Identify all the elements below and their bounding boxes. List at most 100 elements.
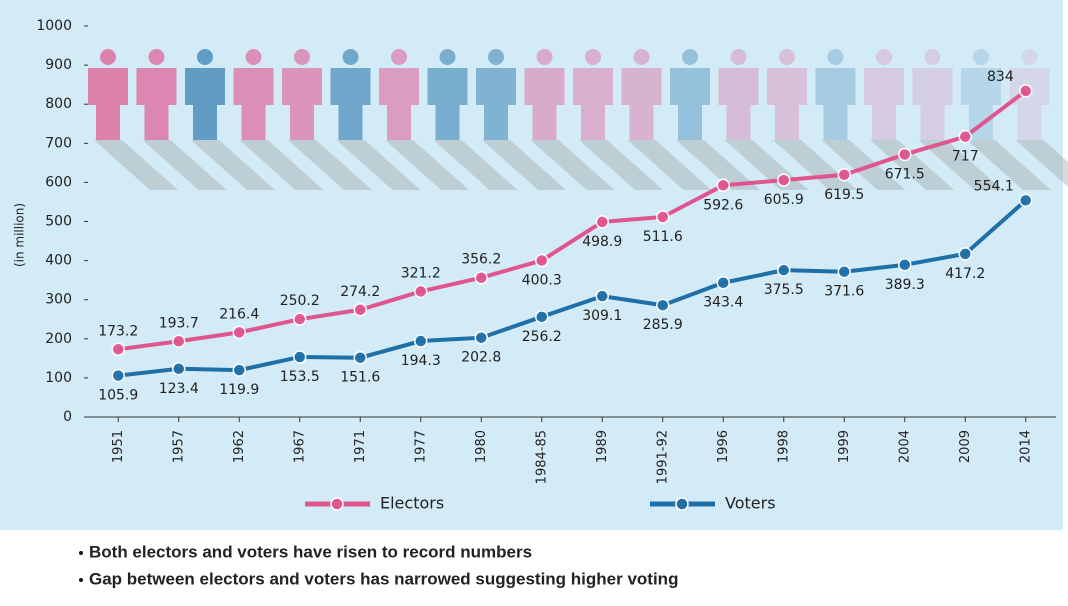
legend-marker bbox=[330, 497, 344, 511]
figure-body bbox=[476, 68, 516, 140]
series-line bbox=[117, 89, 1027, 352]
figure-shadow bbox=[821, 140, 906, 190]
y-tick-label: 300 bbox=[45, 292, 72, 308]
figure-shadow bbox=[482, 140, 566, 190]
figure-head bbox=[100, 49, 116, 65]
data-label: 285.9 bbox=[643, 317, 683, 333]
x-tick-label: 2004 bbox=[897, 430, 912, 463]
y-tick-label: 800 bbox=[45, 96, 72, 112]
marker bbox=[111, 368, 125, 383]
data-label: 194.3 bbox=[401, 353, 441, 369]
marker bbox=[958, 129, 972, 144]
figure-head bbox=[876, 49, 892, 65]
legend-marker bbox=[675, 497, 689, 511]
figure-body bbox=[767, 68, 807, 140]
marker bbox=[414, 334, 428, 348]
y-axis-label: (in million) bbox=[13, 203, 27, 267]
data-label: 123.4 bbox=[159, 381, 199, 397]
x-tick-label: 2014 bbox=[1018, 430, 1033, 463]
note: Both electors and voters have risen to r… bbox=[89, 542, 532, 561]
data-label: 309.1 bbox=[582, 308, 622, 324]
figure-shadow bbox=[433, 140, 518, 190]
data-label: 202.8 bbox=[461, 350, 501, 366]
marker bbox=[474, 330, 488, 345]
x-tick-label: 1977 bbox=[413, 430, 428, 463]
figure-body bbox=[1009, 68, 1050, 140]
data-label: 256.2 bbox=[522, 329, 562, 345]
figure-head bbox=[682, 49, 698, 65]
figure-shadow bbox=[676, 140, 760, 190]
marker bbox=[232, 325, 246, 340]
data-label: 605.9 bbox=[764, 192, 804, 208]
x-tick-label: 1962 bbox=[232, 430, 247, 463]
marker bbox=[777, 173, 791, 187]
figure-shadow bbox=[967, 140, 1051, 190]
x-tick-label: 1996 bbox=[716, 430, 731, 463]
data-label: 592.6 bbox=[703, 197, 743, 213]
data-label: 119.9 bbox=[219, 382, 259, 398]
figure-head bbox=[342, 49, 359, 65]
figure-body bbox=[573, 68, 613, 140]
data-label: 375.5 bbox=[764, 282, 804, 298]
figure-shadow bbox=[579, 140, 663, 190]
figure-body bbox=[185, 68, 225, 140]
x-tick-label: 1967 bbox=[292, 430, 307, 463]
data-label: 250.2 bbox=[280, 293, 320, 309]
legend-label: Electors bbox=[380, 494, 444, 513]
figure-body bbox=[961, 68, 1001, 140]
data-label: 619.5 bbox=[824, 187, 864, 203]
y-tick-label: 0 bbox=[63, 409, 72, 425]
figure-shadow bbox=[530, 140, 615, 190]
figure-head bbox=[1021, 49, 1038, 65]
figure-head bbox=[633, 49, 650, 65]
marker bbox=[353, 303, 367, 317]
figure-body bbox=[379, 68, 419, 140]
data-label: 554.1 bbox=[974, 178, 1014, 194]
data-label: 216.4 bbox=[219, 306, 259, 322]
figure-shadow bbox=[94, 140, 178, 190]
figure-shadow bbox=[191, 140, 275, 190]
marker bbox=[474, 270, 488, 285]
figure-body bbox=[864, 68, 904, 140]
data-label: 274.2 bbox=[340, 284, 380, 300]
marker bbox=[293, 312, 307, 326]
x-tick-label: 2009 bbox=[958, 430, 973, 463]
figure-head bbox=[439, 49, 456, 65]
figure-head bbox=[730, 49, 747, 65]
figure-head bbox=[827, 49, 844, 65]
data-label: 389.3 bbox=[885, 277, 925, 293]
marker bbox=[595, 215, 609, 229]
figure-body bbox=[524, 68, 565, 140]
marker bbox=[535, 253, 549, 268]
figure-head bbox=[294, 49, 310, 65]
figure-shadow bbox=[239, 140, 324, 190]
figure-head bbox=[391, 49, 407, 65]
x-tick-label: 1998 bbox=[776, 430, 791, 463]
edge bbox=[1063, 0, 1068, 606]
data-label: 371.6 bbox=[824, 284, 864, 300]
figure-shadow bbox=[627, 140, 712, 190]
marker bbox=[111, 342, 125, 357]
figure-body bbox=[427, 68, 468, 140]
figure-head bbox=[488, 49, 504, 65]
figure-head bbox=[924, 49, 941, 65]
data-label: 717 bbox=[952, 149, 979, 165]
data-label: 400.3 bbox=[522, 272, 562, 288]
figure-head bbox=[779, 49, 795, 65]
marker bbox=[595, 289, 609, 303]
figure-body bbox=[88, 68, 128, 140]
figure-body bbox=[136, 68, 177, 140]
figure-body bbox=[670, 68, 710, 140]
marker bbox=[777, 263, 791, 277]
data-label: 153.5 bbox=[280, 369, 320, 385]
figure-shadow bbox=[142, 140, 227, 190]
figure-body bbox=[621, 68, 662, 140]
figure-body bbox=[282, 68, 322, 140]
data-label: 671.5 bbox=[885, 166, 925, 182]
figure-shadow bbox=[918, 140, 1003, 190]
data-label: 321.2 bbox=[401, 265, 441, 281]
marker bbox=[958, 247, 972, 261]
data-label: 511.6 bbox=[643, 229, 683, 245]
data-label: 356.2 bbox=[461, 252, 501, 268]
